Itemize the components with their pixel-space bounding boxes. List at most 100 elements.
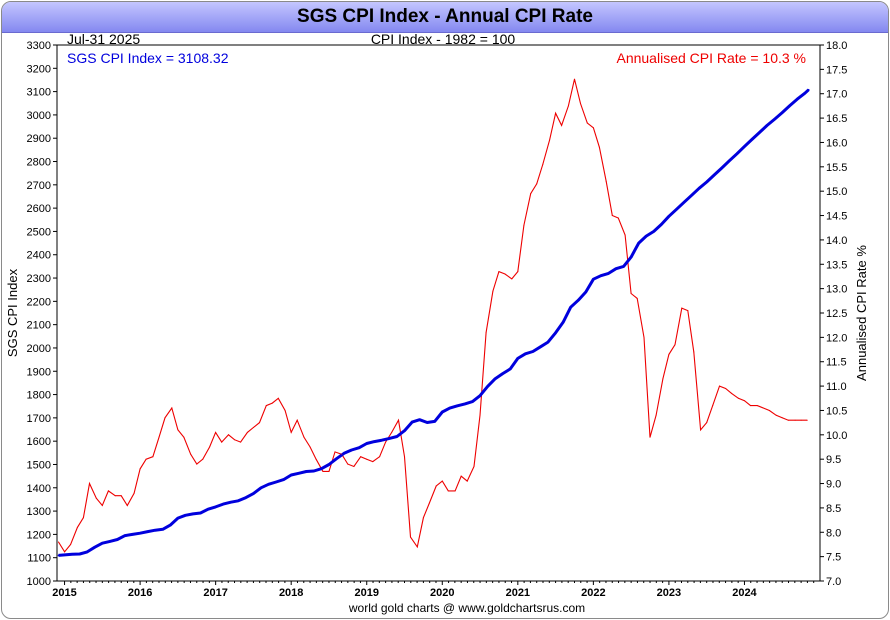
rate-data-point [152, 456, 154, 458]
rate-data-point [277, 397, 279, 399]
index-data-point [660, 223, 663, 226]
index-data-point [426, 421, 429, 424]
rate-data-point [101, 505, 103, 506]
rate-data-point [668, 353, 670, 355]
rate-data-point [228, 434, 229, 436]
index-data-point [267, 483, 270, 486]
right-tick-label: 13.0 [826, 284, 847, 296]
index-annotation: SGS CPI Index = 3108.32 [67, 50, 229, 66]
right-tick-label: 10.5 [826, 405, 847, 417]
date-label: Jul-31 2025 [67, 31, 140, 47]
index-data-point [668, 215, 670, 218]
rate-data-point [706, 422, 708, 424]
left-tick-label: 1100 [27, 553, 51, 565]
x-tick-label: 2019 [354, 587, 378, 599]
index-data-point [585, 291, 587, 293]
index-data-point [494, 377, 497, 380]
index-data-point [751, 138, 753, 141]
index-data-point [388, 437, 391, 440]
rate-data-point [271, 402, 273, 404]
right-tick-label: 9.5 [826, 454, 841, 466]
rate-data-point [775, 414, 777, 416]
index-data-point [645, 235, 647, 237]
rate-data-point [756, 405, 758, 407]
index-data-point [781, 111, 783, 114]
rate-data-point [177, 429, 179, 431]
rate-data-point [341, 453, 343, 455]
index-data-point [653, 230, 655, 233]
index-data-point [411, 421, 413, 423]
rate-data-point [800, 419, 802, 421]
index-data-point [365, 442, 368, 445]
rate-data-point [460, 475, 462, 477]
left-tick-label: 2400 [27, 250, 51, 262]
index-data-point [222, 503, 224, 505]
index-data-point [577, 299, 580, 302]
left-tick-label: 1800 [27, 390, 51, 402]
index-data-point [554, 332, 557, 334]
rate-data-point [655, 414, 657, 416]
index-data-point [501, 372, 504, 375]
index-data-point [313, 470, 315, 472]
rate-data-point [422, 517, 424, 519]
rate-data-point [485, 332, 487, 333]
index-data-point [807, 88, 810, 91]
index-data-point [162, 528, 164, 531]
rate-data-point [643, 336, 645, 338]
rate-data-point [64, 551, 66, 553]
rate-data-point [768, 410, 770, 411]
left-tick-label: 2200 [27, 296, 51, 308]
left-tick-label: 1300 [27, 506, 51, 518]
rate-data-point [76, 526, 78, 528]
rate-data-point [202, 458, 204, 460]
rate-data-point [517, 271, 519, 273]
rate-data-point [586, 122, 588, 124]
rate-data-point [605, 180, 607, 182]
right-tick-label: 12.0 [826, 332, 847, 344]
rate-data-point [674, 344, 676, 346]
rate-data-point [328, 470, 330, 472]
rate-data-point [416, 546, 418, 548]
rate-data-point [511, 278, 513, 280]
index-data-point [607, 272, 610, 275]
rate-data-point [190, 453, 192, 455]
rate-data-point [712, 405, 714, 407]
right-tick-label: 11.0 [826, 381, 847, 393]
index-data-point [713, 174, 715, 176]
rate-data-point [259, 422, 260, 424]
index-data-point [532, 350, 534, 353]
x-tick-label: 2023 [657, 587, 681, 599]
rate-data-point [737, 397, 739, 399]
index-data-point [177, 517, 179, 519]
rate-data-point [107, 490, 109, 492]
left-tick-label: 2700 [27, 180, 51, 192]
rate-data-point [58, 541, 59, 543]
left-tick-label: 2900 [27, 133, 51, 145]
index-data-point [230, 501, 232, 504]
title-bar: SGS CPI Index - Annual CPI Rate [2, 2, 888, 33]
index-data-point [789, 104, 791, 107]
index-data-point [154, 529, 156, 531]
index-data-point [275, 481, 277, 483]
right-tick-label: 7.0 [826, 576, 841, 588]
index-data-point [524, 353, 527, 355]
left-tick-label: 1200 [27, 529, 51, 541]
rate-data-point [636, 297, 638, 299]
rate-data-point [145, 458, 147, 460]
index-data-point [403, 429, 406, 432]
left-tick-label: 2500 [27, 226, 51, 238]
index-data-point [675, 208, 678, 211]
rate-data-point [334, 451, 336, 453]
index-data-point [449, 407, 451, 409]
rate-data-point [794, 419, 796, 421]
index-data-point [305, 470, 308, 473]
right-tick-label: 15.0 [826, 186, 847, 198]
index-data-point [192, 513, 194, 515]
rate-data-point [284, 410, 286, 411]
index-data-point [237, 500, 240, 502]
rate-data-point [492, 290, 494, 292]
index-data-point [373, 440, 376, 443]
rate-data-point [719, 385, 720, 387]
rate-data-point [662, 378, 664, 380]
